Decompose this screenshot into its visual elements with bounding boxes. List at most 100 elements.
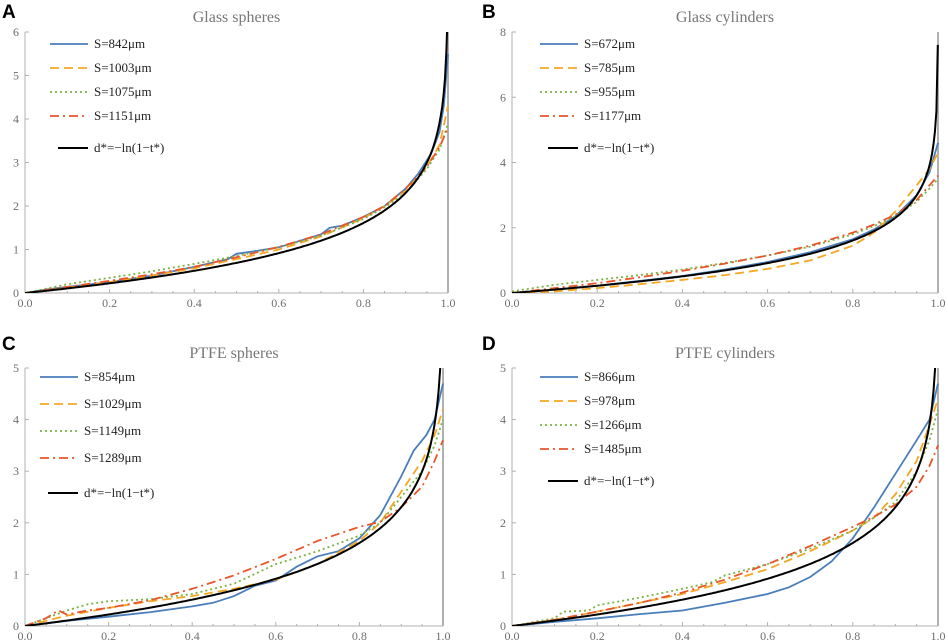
y-tick-label: 5 <box>13 69 19 83</box>
chart-panel-a: A Glass spheres 0.0 0.2 0.4 0.6 0.8 1.0 0 1 2 3 4 5 6 S… <box>2 2 456 310</box>
y-tick-label: 1 <box>13 567 19 581</box>
theory-curve <box>512 44 939 293</box>
x-tick-label: 0.0 <box>18 296 33 310</box>
x-tick-label: 1.0 <box>931 629 946 643</box>
legend-label-3: S=1075μm <box>94 84 152 99</box>
x-tick-label: 1.0 <box>441 296 456 310</box>
y-tick-label: 4 <box>13 112 19 126</box>
x-tick-label: 0.6 <box>760 296 775 310</box>
legend-label-1: S=672μm <box>584 36 635 51</box>
legend-label-theory: d*=−ln(1−t*) <box>84 485 154 500</box>
x-tick-label: 0.2 <box>101 629 116 643</box>
x-tick-label: 0.2 <box>102 296 117 310</box>
x-tick-label: 1.0 <box>436 629 451 643</box>
panel-letter: B <box>482 2 496 23</box>
x-tick-label: 0.6 <box>760 629 775 643</box>
legend-label-1: S=842μm <box>94 36 145 51</box>
chart-panel-d: D PTFE cylinders 0.0 0.2 0.4 0.6 0.8 1.0 0 1 2 3 4 5 S… <box>482 334 946 643</box>
legend-label-1: S=866μm <box>584 369 635 384</box>
x-tick-label: 0.4 <box>185 629 200 643</box>
legend-label-theory: d*=−ln(1−t*) <box>584 140 654 155</box>
legend-label-4: S=1485μm <box>584 441 642 456</box>
legend: S=842μm S=1003μm S=1075μm S=1151μm d*=−ln(1−… <box>50 36 164 155</box>
chart-title: PTFE cylinders <box>675 345 775 362</box>
y-tick-label: 4 <box>500 156 506 170</box>
legend-label-1: S=854μm <box>84 369 135 384</box>
theory-curve <box>25 31 448 293</box>
y-tick-label: 8 <box>500 25 506 39</box>
y-tick-label: 3 <box>13 464 19 478</box>
chart-title: Glass cylinders <box>676 9 774 26</box>
x-tick-label: 0.0 <box>18 629 33 643</box>
legend: S=854μm S=1029μm S=1149μm S=1289μm d*=−ln(1−… <box>40 369 154 500</box>
y-tick-label: 3 <box>13 156 19 170</box>
legend-label-2: S=1029μm <box>84 396 142 411</box>
x-tick-label: 0.8 <box>845 629 860 643</box>
series-line-4 <box>512 445 939 626</box>
legend-label-2: S=785μm <box>584 60 635 75</box>
y-tick-label: 2 <box>500 221 506 235</box>
y-tick-label: 1 <box>13 243 19 257</box>
x-tick-label: 0.0 <box>505 629 520 643</box>
legend-label-3: S=1266μm <box>584 417 642 432</box>
panel-letter: C <box>2 334 16 355</box>
panel-letter: D <box>482 334 496 355</box>
theory-curve <box>25 367 442 626</box>
legend: S=866μm S=978μm S=1266μm S=1485μm d*=−ln(1−t… <box>540 369 654 488</box>
theory-curve <box>512 367 937 626</box>
legend-label-2: S=1003μm <box>94 60 152 75</box>
series-line-4 <box>25 439 444 626</box>
x-tick-label: 0.8 <box>352 629 367 643</box>
x-tick-label: 0.8 <box>845 296 860 310</box>
series-line-4 <box>512 175 939 293</box>
legend-label-3: S=1149μm <box>84 423 141 438</box>
y-tick-label: 3 <box>500 464 506 478</box>
legend-label-theory: d*=−ln(1−t*) <box>584 473 654 488</box>
legend-label-3: S=955μm <box>584 84 635 99</box>
y-tick-label: 0 <box>13 286 19 300</box>
y-tick-label: 0 <box>500 286 506 300</box>
x-tick-label: 0.4 <box>675 296 690 310</box>
x-tick-label: 0.6 <box>271 296 286 310</box>
x-tick-label: 0.8 <box>356 296 371 310</box>
legend-label-theory: d*=−ln(1−t*) <box>94 140 164 155</box>
y-tick-label: 1 <box>500 567 506 581</box>
y-tick-label: 0 <box>13 619 19 633</box>
chart-title: Glass spheres <box>193 9 281 26</box>
legend-label-4: S=1177μm <box>584 108 641 123</box>
series-line-2 <box>25 409 444 626</box>
chart-panel-b: B Glass cylinders 0.0 0.2 0.4 0.6 0.8 1.0 0 2 4 6 8 S… <box>482 2 946 310</box>
y-tick-label: 2 <box>13 199 19 213</box>
chart-panel-c: C PTFE spheres 0.0 0.2 0.4 0.6 0.8 1.0 0 1 2 3 4 5 S=8… <box>2 334 451 643</box>
x-tick-label: 0.4 <box>675 629 690 643</box>
y-tick-label: 5 <box>500 361 506 375</box>
y-tick-label: 0 <box>500 619 506 633</box>
legend-label-4: S=1289μm <box>84 450 142 465</box>
y-tick-label: 4 <box>13 413 19 427</box>
x-tick-label: 0.6 <box>268 629 283 643</box>
series-line-2 <box>512 398 939 626</box>
series-line-3 <box>25 419 444 626</box>
series-line-1 <box>512 383 939 626</box>
series-line-2 <box>512 152 939 293</box>
y-tick-label: 2 <box>13 516 19 530</box>
y-tick-label: 4 <box>500 413 506 427</box>
legend: S=672μm S=785μm S=955μm S=1177μm d*=−ln(1−t*… <box>540 36 654 155</box>
legend-label-2: S=978μm <box>584 393 635 408</box>
panel-letter: A <box>2 2 16 23</box>
series-line-3 <box>512 409 939 626</box>
legend-label-4: S=1151μm <box>94 108 151 123</box>
series-line-1 <box>25 383 444 626</box>
y-tick-label: 6 <box>13 25 19 39</box>
x-tick-label: 0.4 <box>187 296 202 310</box>
y-tick-label: 2 <box>500 516 506 530</box>
y-tick-label: 5 <box>13 361 19 375</box>
x-tick-label: 1.0 <box>931 296 946 310</box>
series-line-2 <box>25 105 449 293</box>
x-tick-label: 0.2 <box>590 296 605 310</box>
y-tick-label: 6 <box>500 90 506 104</box>
chart-title: PTFE spheres <box>189 345 278 362</box>
series-line-3 <box>25 123 449 293</box>
x-tick-label: 0.0 <box>505 296 520 310</box>
